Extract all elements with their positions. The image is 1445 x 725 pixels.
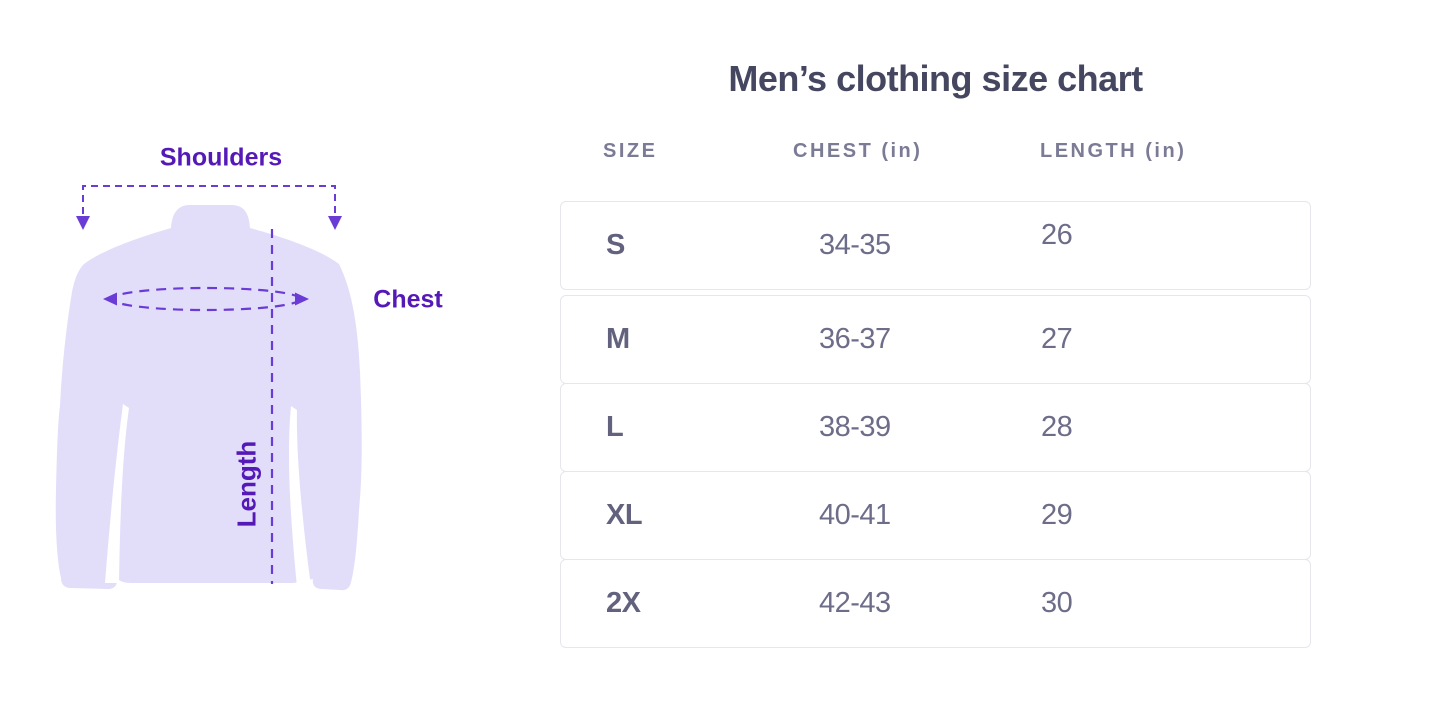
shoulders-measure-arrows <box>82 185 336 214</box>
table-header: SIZE CHEST (in) LENGTH (in) <box>560 140 1311 163</box>
chest-arrowhead-right <box>295 292 309 306</box>
table-row: S 34-35 26 <box>560 201 1311 290</box>
size-table: S 34-35 26 M 36-37 27 L 38-39 28 XL 40-4… <box>560 201 1311 648</box>
size-cell: M <box>606 323 630 355</box>
table-row: XL 40-41 29 <box>560 471 1311 560</box>
chest-cell: 42-43 <box>819 587 891 619</box>
size-cell: XL <box>606 499 643 531</box>
table-row: L 38-39 28 <box>560 383 1311 472</box>
right-sleeve-gap <box>289 406 311 587</box>
column-header-length: LENGTH (in) <box>1040 140 1187 162</box>
chest-label: Chest <box>373 285 443 314</box>
shoulders-label: Shoulders <box>159 143 283 172</box>
length-cell: 26 <box>1041 219 1073 251</box>
size-cell: L <box>606 411 624 443</box>
shirt-illustration <box>55 185 362 591</box>
size-cell: 2X <box>606 587 641 619</box>
chest-arrowhead-left <box>103 292 117 306</box>
length-cell: 30 <box>1041 587 1073 619</box>
shoulders-arrowhead-right <box>328 216 342 230</box>
length-cell: 27 <box>1041 323 1073 355</box>
shoulders-arrowhead-left <box>76 216 90 230</box>
table-row: 2X 42-43 30 <box>560 559 1311 648</box>
length-cell: 28 <box>1041 411 1073 443</box>
chest-cell: 38-39 <box>819 411 891 443</box>
column-header-size: SIZE <box>603 140 658 162</box>
size-cell: S <box>606 229 625 261</box>
chest-cell: 36-37 <box>819 323 891 355</box>
chest-cell: 34-35 <box>819 229 891 261</box>
chest-cell: 40-41 <box>819 499 891 531</box>
length-cell: 29 <box>1041 499 1073 531</box>
shirt-silhouette <box>55 205 362 591</box>
left-sleeve-gap <box>105 404 129 583</box>
length-label: Length <box>231 440 262 528</box>
table-row: M 36-37 27 <box>560 295 1311 384</box>
column-header-chest: CHEST (in) <box>793 140 923 162</box>
page-title: Men’s clothing size chart <box>728 58 1143 99</box>
